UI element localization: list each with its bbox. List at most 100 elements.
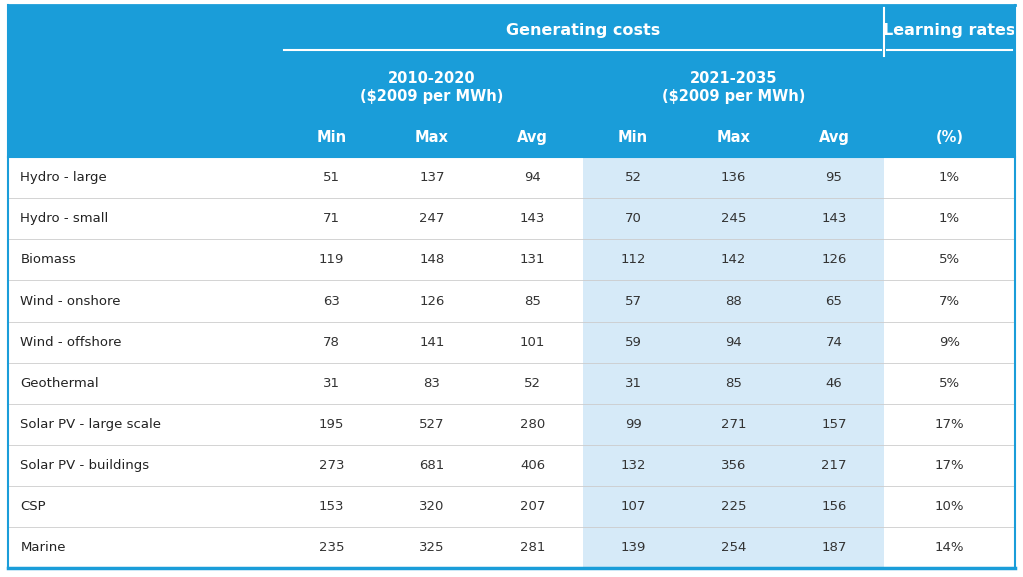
- Text: 187: 187: [821, 541, 847, 554]
- Text: 153: 153: [318, 500, 344, 513]
- Bar: [583, 321, 884, 363]
- Text: 59: 59: [625, 336, 641, 349]
- Text: 235: 235: [318, 541, 344, 554]
- Text: 225: 225: [721, 500, 747, 513]
- Text: Hydro - small: Hydro - small: [20, 212, 108, 225]
- Text: 131: 131: [520, 253, 545, 267]
- Bar: [583, 404, 884, 445]
- Text: 5%: 5%: [939, 253, 961, 267]
- Text: 143: 143: [520, 212, 545, 225]
- Bar: [8, 56, 1015, 119]
- Bar: [8, 363, 1015, 404]
- Text: 1%: 1%: [939, 212, 961, 225]
- Text: 254: 254: [721, 541, 746, 554]
- Text: Marine: Marine: [20, 541, 65, 554]
- Text: 195: 195: [319, 418, 344, 431]
- Text: 247: 247: [419, 212, 445, 225]
- Bar: [583, 280, 884, 321]
- Text: 157: 157: [821, 418, 847, 431]
- Text: 99: 99: [625, 418, 641, 431]
- Bar: [583, 527, 884, 568]
- Text: 139: 139: [620, 541, 646, 554]
- Text: 137: 137: [419, 171, 445, 184]
- Text: 217: 217: [821, 459, 847, 472]
- Text: CSP: CSP: [20, 500, 46, 513]
- Bar: [583, 157, 884, 198]
- Text: 83: 83: [424, 377, 440, 390]
- Text: 51: 51: [323, 171, 340, 184]
- Text: 52: 52: [624, 171, 641, 184]
- Text: (%): (%): [936, 130, 964, 145]
- Bar: [583, 363, 884, 404]
- Text: 14%: 14%: [935, 541, 965, 554]
- Bar: [8, 527, 1015, 568]
- Bar: [583, 445, 884, 486]
- Bar: [8, 198, 1015, 239]
- Bar: [8, 280, 1015, 321]
- Text: Generating costs: Generating costs: [505, 23, 660, 38]
- Text: 46: 46: [826, 377, 842, 390]
- Text: 101: 101: [520, 336, 545, 349]
- Text: 94: 94: [725, 336, 742, 349]
- Bar: [8, 404, 1015, 445]
- Text: 325: 325: [419, 541, 445, 554]
- Text: 681: 681: [419, 459, 445, 472]
- Bar: [8, 157, 1015, 198]
- Text: 112: 112: [620, 253, 646, 267]
- Text: 2010-2020
($2009 per MWh): 2010-2020 ($2009 per MWh): [360, 71, 503, 104]
- Text: 94: 94: [524, 171, 541, 184]
- Text: 63: 63: [323, 294, 340, 308]
- Text: 74: 74: [826, 336, 843, 349]
- Text: Max: Max: [415, 130, 449, 145]
- Text: 527: 527: [419, 418, 445, 431]
- Text: 156: 156: [821, 500, 847, 513]
- Bar: [583, 198, 884, 239]
- Text: Avg: Avg: [818, 130, 849, 145]
- Text: Avg: Avg: [517, 130, 548, 145]
- Text: 70: 70: [625, 212, 641, 225]
- Text: 143: 143: [821, 212, 847, 225]
- Text: 71: 71: [323, 212, 340, 225]
- Text: 85: 85: [524, 294, 541, 308]
- Text: 126: 126: [821, 253, 847, 267]
- Bar: [8, 5, 1015, 56]
- Bar: [8, 321, 1015, 363]
- Text: Max: Max: [716, 130, 751, 145]
- Bar: [583, 486, 884, 527]
- Text: 57: 57: [624, 294, 641, 308]
- Text: Wind - offshore: Wind - offshore: [20, 336, 122, 349]
- Text: 5%: 5%: [939, 377, 961, 390]
- Text: 85: 85: [725, 377, 742, 390]
- Text: 148: 148: [419, 253, 445, 267]
- Text: 119: 119: [319, 253, 344, 267]
- Text: Solar PV - large scale: Solar PV - large scale: [20, 418, 162, 431]
- Text: 142: 142: [721, 253, 746, 267]
- Bar: [8, 486, 1015, 527]
- Bar: [8, 119, 1015, 157]
- Text: 207: 207: [520, 500, 545, 513]
- Text: Geothermal: Geothermal: [20, 377, 99, 390]
- Text: 88: 88: [725, 294, 742, 308]
- Bar: [8, 445, 1015, 486]
- Text: 7%: 7%: [939, 294, 961, 308]
- Text: 95: 95: [826, 171, 843, 184]
- Bar: [8, 239, 1015, 280]
- Text: 52: 52: [524, 377, 541, 390]
- Text: 9%: 9%: [939, 336, 960, 349]
- Text: 406: 406: [520, 459, 545, 472]
- Text: 281: 281: [520, 541, 545, 554]
- Text: 2021-2035
($2009 per MWh): 2021-2035 ($2009 per MWh): [662, 71, 805, 104]
- Text: 141: 141: [419, 336, 445, 349]
- Text: Wind - onshore: Wind - onshore: [20, 294, 121, 308]
- Text: Solar PV - buildings: Solar PV - buildings: [20, 459, 149, 472]
- Text: 10%: 10%: [935, 500, 965, 513]
- Text: Hydro - large: Hydro - large: [20, 171, 107, 184]
- Text: 31: 31: [624, 377, 641, 390]
- Text: 136: 136: [721, 171, 746, 184]
- Text: Min: Min: [618, 130, 648, 145]
- Text: 78: 78: [323, 336, 340, 349]
- Text: 132: 132: [620, 459, 646, 472]
- Text: 271: 271: [721, 418, 747, 431]
- Text: 273: 273: [318, 459, 344, 472]
- Text: Min: Min: [316, 130, 347, 145]
